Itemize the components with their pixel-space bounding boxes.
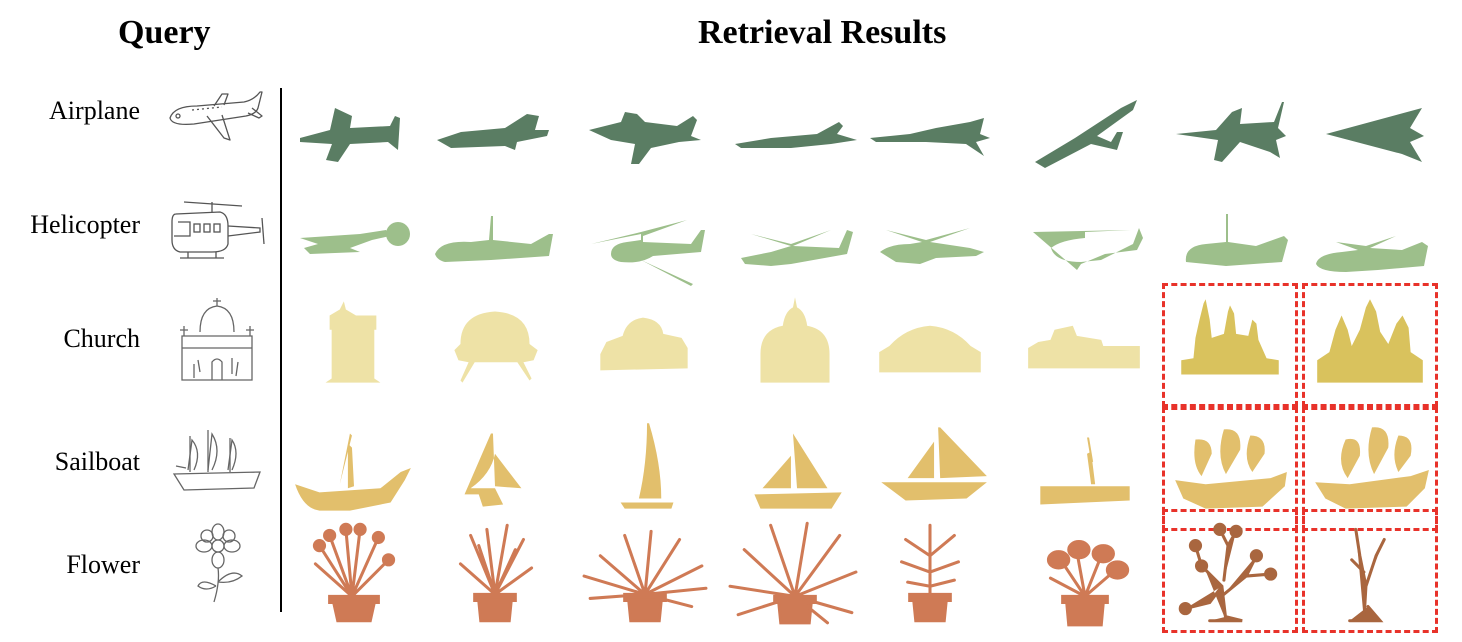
church-sketch <box>162 292 272 382</box>
result-airplane-1 <box>289 78 419 188</box>
result-flower-8-incorrect <box>1302 509 1438 633</box>
row-label-flower: Flower <box>66 550 140 579</box>
result-helicopter-2 <box>430 190 560 300</box>
result-helicopter-8 <box>1305 190 1435 300</box>
result-airplane-7 <box>1165 78 1295 188</box>
result-helicopter-7 <box>1165 190 1295 300</box>
result-sailboat-3 <box>580 410 710 528</box>
result-church-2 <box>430 286 560 404</box>
result-sailboat-2 <box>430 410 560 528</box>
result-sailboat-4 <box>730 410 860 528</box>
result-airplane-8 <box>1305 78 1435 188</box>
result-church-3 <box>580 286 710 404</box>
result-helicopter-5 <box>865 190 995 300</box>
result-church-6 <box>1020 286 1150 404</box>
result-helicopter-3 <box>580 190 710 300</box>
column-divider <box>280 88 282 612</box>
result-church-8-incorrect <box>1302 283 1438 407</box>
helicopter-sketch <box>162 192 272 282</box>
row-label-church: Church <box>63 324 140 353</box>
results-header: Retrieval Results <box>698 14 947 51</box>
row-label-airplane: Airplane <box>49 96 140 125</box>
result-sailboat-6 <box>1020 410 1150 528</box>
row-label-sailboat: Sailboat <box>54 447 140 476</box>
result-flower-7-incorrect <box>1162 509 1298 633</box>
result-sailboat-7-incorrect <box>1162 407 1298 531</box>
row-label-helicopter: Helicopter <box>30 210 140 239</box>
flower-sketch <box>162 520 272 610</box>
result-airplane-5 <box>865 78 995 188</box>
result-sailboat-8-incorrect <box>1302 407 1438 531</box>
result-airplane-6 <box>1020 78 1150 188</box>
result-church-1 <box>289 286 419 404</box>
result-helicopter-6 <box>1020 190 1150 300</box>
result-flower-4 <box>728 512 860 630</box>
query-header: Query <box>118 14 211 51</box>
result-church-5 <box>865 286 995 404</box>
result-helicopter-4 <box>730 190 860 300</box>
airplane-sketch <box>162 78 272 168</box>
result-church-7-incorrect <box>1162 283 1298 407</box>
result-flower-2 <box>430 512 560 630</box>
sailboat-sketch <box>162 422 272 512</box>
result-church-4 <box>730 286 860 404</box>
result-sailboat-1 <box>289 410 419 528</box>
result-airplane-2 <box>430 78 560 188</box>
result-airplane-4 <box>730 78 860 188</box>
result-flower-3 <box>580 512 710 630</box>
result-flower-6 <box>1020 512 1150 630</box>
result-sailboat-5 <box>865 410 995 528</box>
result-helicopter-1 <box>289 190 419 300</box>
result-flower-5 <box>865 512 995 630</box>
result-flower-1 <box>289 512 419 630</box>
result-airplane-3 <box>580 78 710 188</box>
